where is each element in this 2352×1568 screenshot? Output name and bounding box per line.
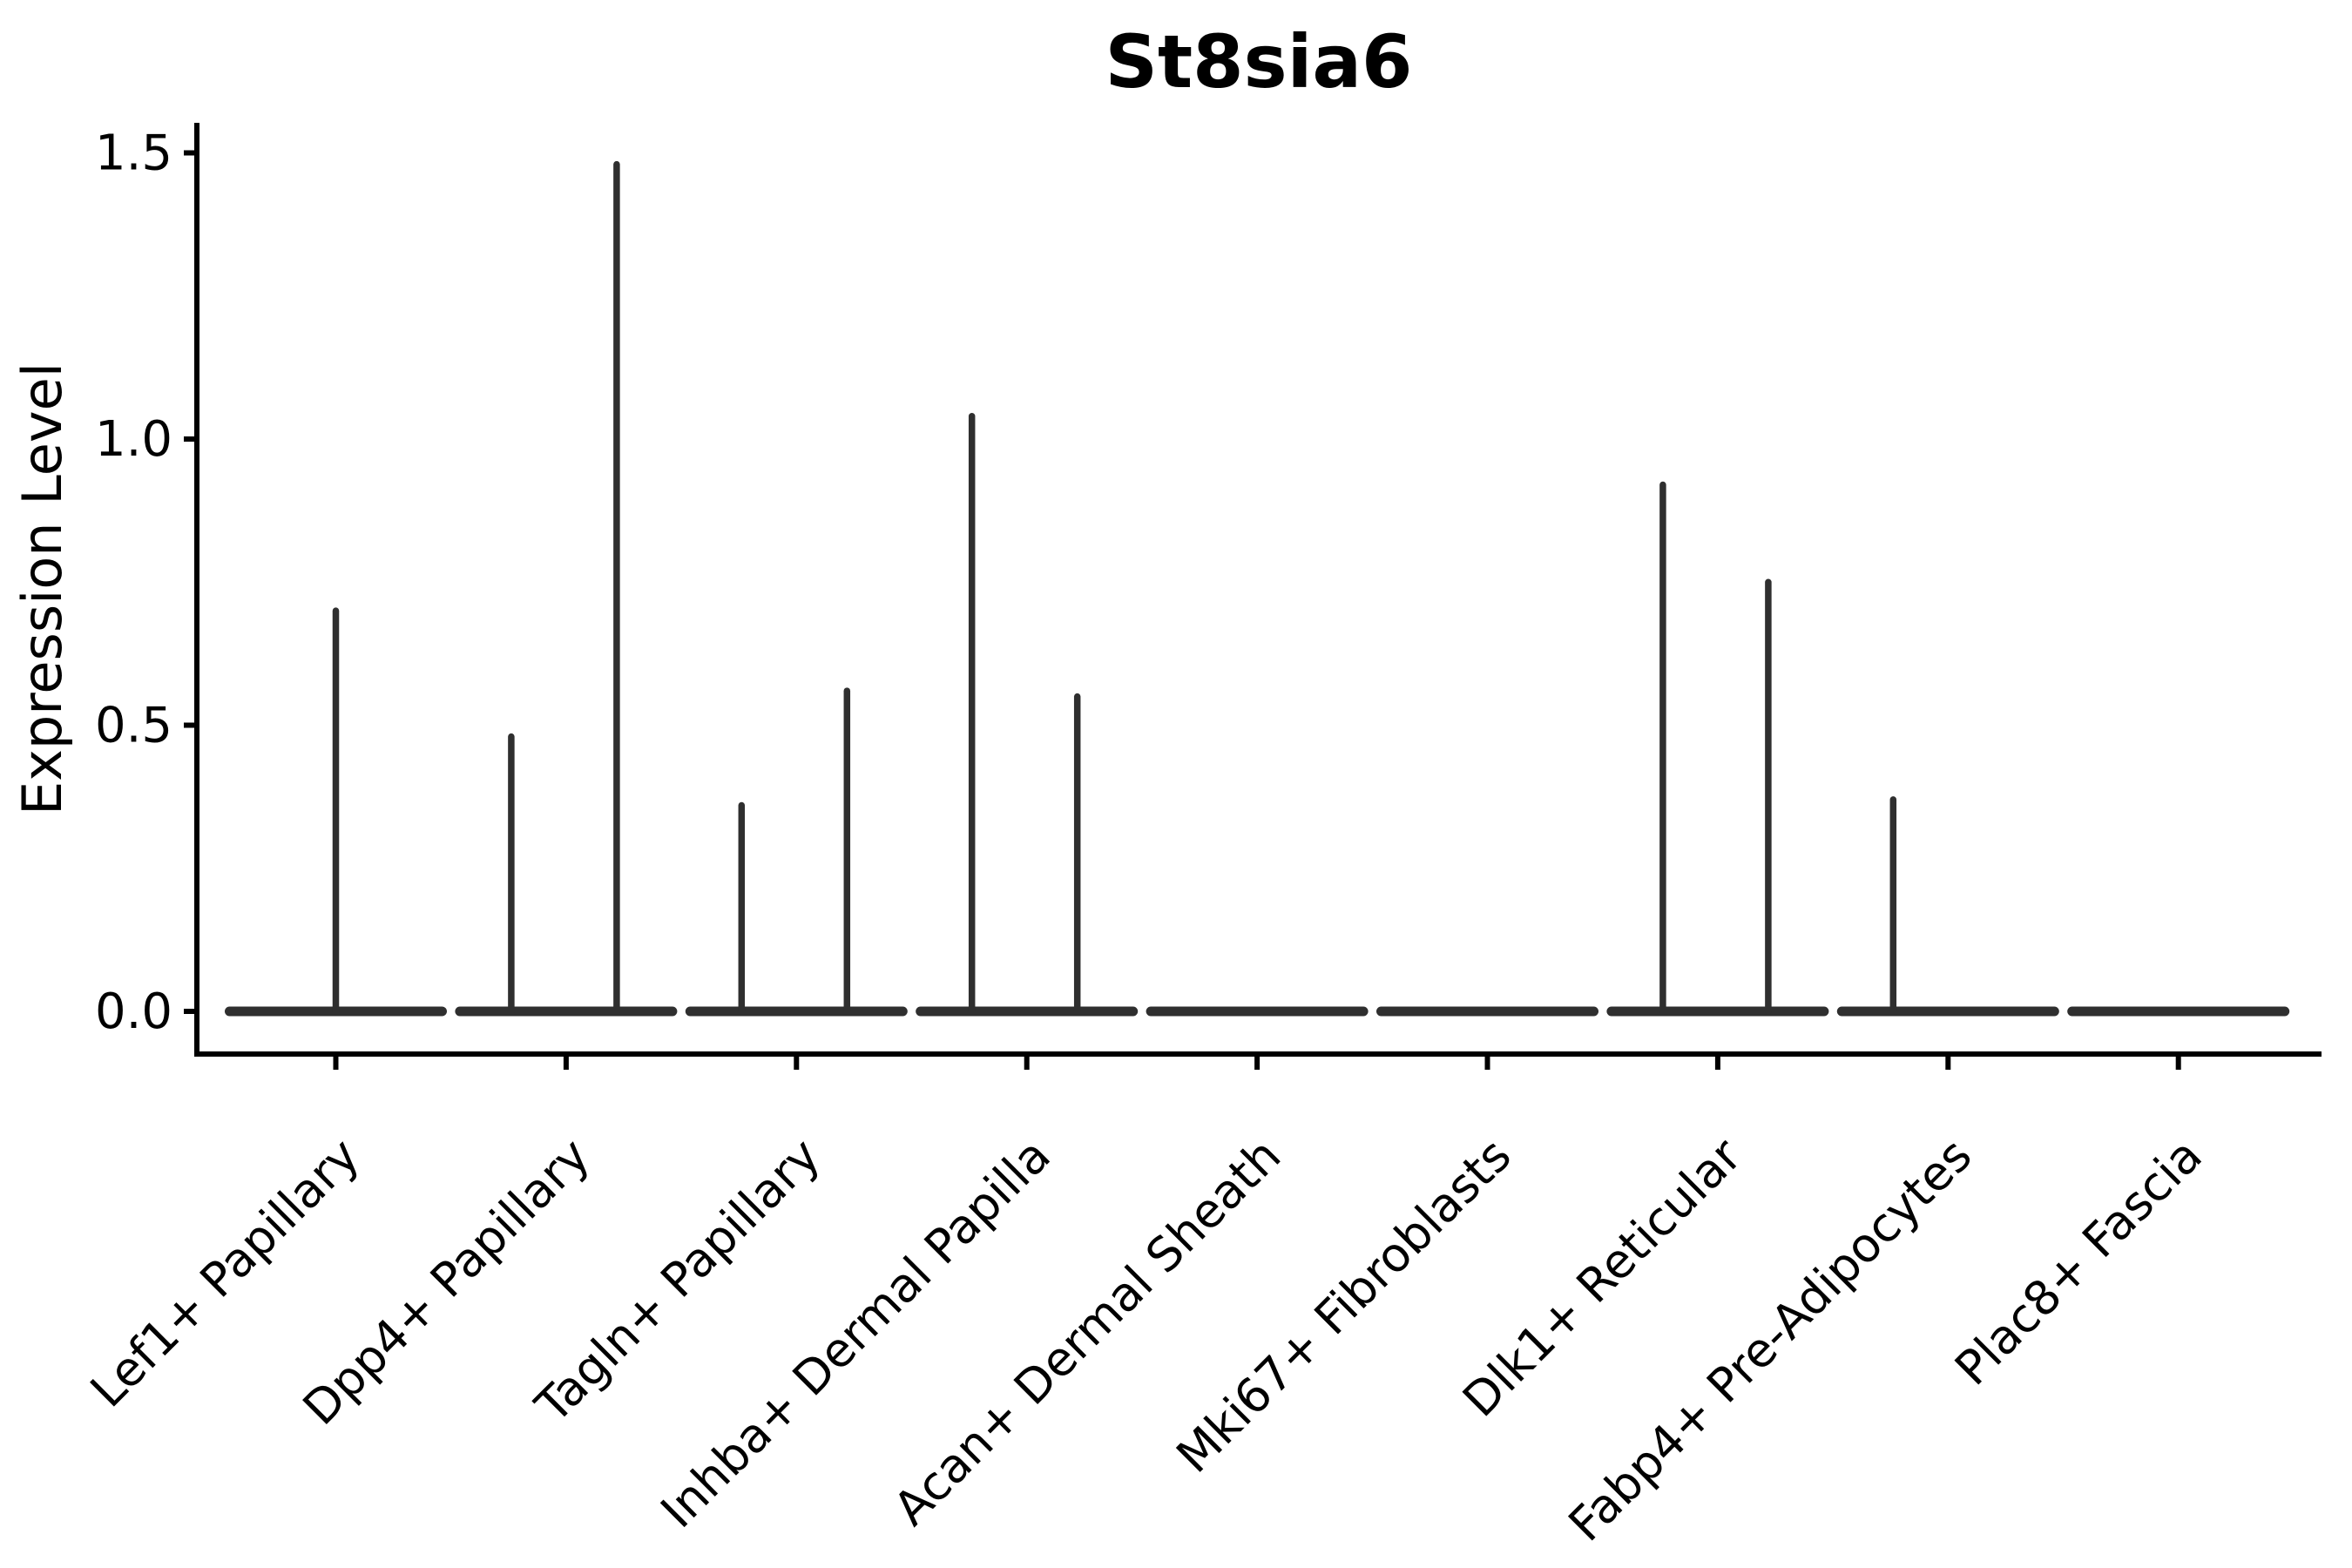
x-tick-label: Inhba+ Dermal Papilla bbox=[650, 1128, 1060, 1538]
y-tick-label: 0.5 bbox=[95, 698, 172, 754]
axes-spines bbox=[194, 123, 2322, 1057]
y-tick-label: 1.0 bbox=[95, 411, 172, 468]
y-axis-ticks: 0.0 0.5 1.0 1.5 bbox=[95, 125, 197, 1040]
y-axis-label: Expression Level bbox=[10, 362, 74, 815]
violin bbox=[916, 412, 1139, 1017]
violin bbox=[1836, 796, 2059, 1017]
y-tick-label: 1.5 bbox=[95, 125, 172, 182]
x-tick-label: Fabp4+ Pre-Adipocytes bbox=[1558, 1128, 1983, 1552]
violin bbox=[685, 687, 908, 1017]
violin bbox=[455, 160, 678, 1017]
violin bbox=[225, 607, 447, 1017]
x-tick-label: Plac8+ Fascia bbox=[1944, 1128, 2213, 1396]
chart-title: St8sia6 bbox=[1105, 19, 1412, 105]
y-tick-label: 0.0 bbox=[95, 983, 172, 1040]
x-tick-label: Acan+ Dermal Sheath bbox=[883, 1128, 1291, 1536]
violins-layer bbox=[225, 160, 2290, 1017]
violin bbox=[1606, 481, 1829, 1017]
